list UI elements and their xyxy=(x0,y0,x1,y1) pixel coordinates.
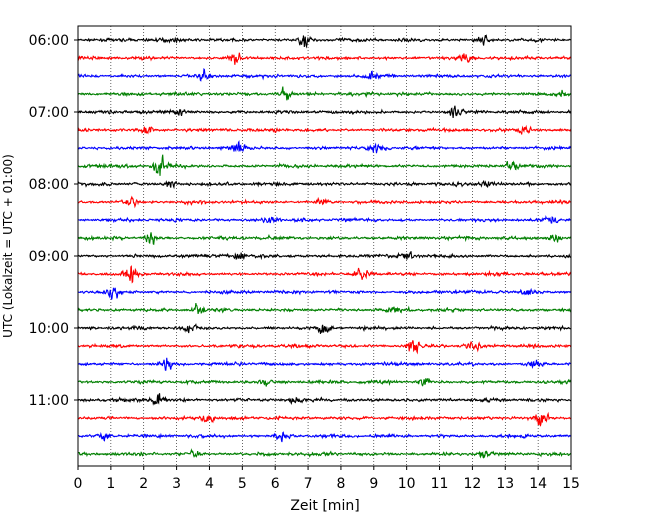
seismogram-trace xyxy=(77,448,572,459)
seismogram-trace xyxy=(77,34,572,49)
x-tick-label: 0 xyxy=(74,476,83,492)
x-tick-label: 12 xyxy=(463,476,481,492)
y-tick-label: 10:00 xyxy=(29,321,69,337)
seismogram-trace xyxy=(77,357,572,371)
y-tick-label: 11:00 xyxy=(29,393,69,409)
seismogram-trace xyxy=(77,214,572,224)
seismogram-trace xyxy=(77,251,572,261)
y-ticks: 06:00 07:00 08:00 09:00 10:00 11:00 xyxy=(29,33,78,409)
x-ticks: 0 1 2 3 4 5 6 7 8 9 10 11 12 13 14 15 xyxy=(74,466,580,492)
seismogram-trace xyxy=(77,105,572,118)
seismogram-trace xyxy=(77,195,572,209)
seismogram-trace xyxy=(77,52,572,65)
seismogram-trace xyxy=(77,86,572,101)
seismogram-trace xyxy=(77,340,572,355)
x-tick-label: 11 xyxy=(431,476,449,492)
plot-frame xyxy=(77,25,572,467)
seismogram-trace xyxy=(77,232,572,246)
y-tick-label: 08:00 xyxy=(29,177,69,193)
seismogram-trace xyxy=(77,67,572,82)
seismogram-trace xyxy=(77,377,572,387)
seismogram-trace xyxy=(77,323,572,334)
seismogram-trace xyxy=(77,180,572,190)
x-tick-label: 7 xyxy=(304,476,313,492)
seismogram-trace xyxy=(77,393,572,406)
x-tick-label: 13 xyxy=(496,476,514,492)
seismogram-trace xyxy=(77,431,572,443)
grid-lines xyxy=(110,26,539,466)
seismogram-trace xyxy=(77,411,572,427)
x-tick-label: 2 xyxy=(139,476,148,492)
y-tick-label: 07:00 xyxy=(29,105,69,121)
seismogram-trace xyxy=(77,154,572,176)
x-tick-label: 15 xyxy=(562,476,580,492)
x-tick-label: 5 xyxy=(238,476,247,492)
y-tick-label: 09:00 xyxy=(29,249,69,265)
seismogram-trace xyxy=(77,139,572,154)
y-axis-label: UTC (Lokalzeit = UTC + 01:00) xyxy=(1,154,15,338)
y-tick-label: 06:00 xyxy=(29,33,69,49)
seismogram-trace xyxy=(77,287,572,300)
x-tick-label: 10 xyxy=(398,476,416,492)
seismogram-trace xyxy=(77,303,572,315)
x-tick-label: 6 xyxy=(271,476,280,492)
x-tick-label: 14 xyxy=(529,476,547,492)
x-tick-label: 8 xyxy=(336,476,345,492)
traces xyxy=(77,34,572,459)
seismogram-trace xyxy=(77,265,572,284)
x-axis-label: Zeit [min] xyxy=(290,498,359,514)
x-tick-label: 4 xyxy=(205,476,214,492)
x-tick-label: 1 xyxy=(106,476,115,492)
seismogram-trace xyxy=(77,124,572,135)
x-tick-label: 9 xyxy=(369,476,378,492)
x-tick-label: 3 xyxy=(172,476,181,492)
